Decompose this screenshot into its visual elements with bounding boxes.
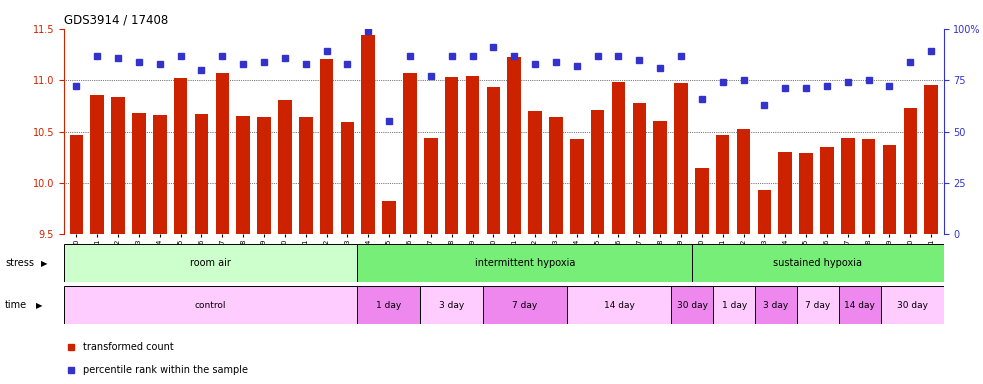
Text: ▶: ▶ — [36, 301, 43, 310]
Text: transformed count: transformed count — [84, 342, 174, 352]
Bar — [420, 286, 483, 324]
Bar — [758, 190, 771, 234]
Bar — [591, 110, 605, 234]
Text: 30 day: 30 day — [677, 301, 708, 310]
Text: time: time — [5, 300, 28, 310]
Bar — [838, 286, 881, 324]
Bar — [319, 59, 333, 234]
Bar — [362, 35, 376, 234]
Bar — [445, 77, 458, 234]
Bar — [671, 286, 714, 324]
Bar — [755, 286, 797, 324]
Text: control: control — [195, 301, 226, 310]
Bar — [357, 286, 420, 324]
Bar — [215, 73, 229, 234]
Bar — [737, 129, 750, 234]
Bar — [528, 111, 542, 234]
Bar — [654, 121, 666, 234]
Bar — [70, 135, 84, 234]
Text: 14 day: 14 day — [844, 301, 875, 310]
Bar — [195, 114, 208, 234]
Bar — [862, 139, 876, 234]
Bar — [90, 94, 104, 234]
Bar — [299, 117, 313, 234]
Text: 3 day: 3 day — [438, 301, 464, 310]
Bar — [779, 152, 792, 234]
Bar — [466, 76, 480, 234]
Bar — [841, 138, 854, 234]
Bar — [424, 138, 437, 234]
Text: GDS3914 / 17408: GDS3914 / 17408 — [64, 13, 168, 26]
Text: 3 day: 3 day — [764, 301, 788, 310]
Text: 1 day: 1 day — [722, 301, 747, 310]
Bar — [797, 286, 838, 324]
Bar — [507, 56, 521, 234]
Bar — [566, 286, 671, 324]
Bar — [883, 145, 896, 234]
Bar — [632, 103, 646, 234]
Text: room air: room air — [190, 258, 231, 268]
Bar — [64, 244, 357, 282]
Bar — [382, 201, 396, 234]
Text: sustained hypoxia: sustained hypoxia — [774, 258, 862, 268]
Text: ▶: ▶ — [41, 258, 48, 268]
Bar — [695, 169, 709, 234]
Bar — [487, 87, 500, 234]
Text: 7 day: 7 day — [512, 301, 538, 310]
Bar — [692, 244, 944, 282]
Bar — [799, 153, 813, 234]
Bar — [611, 82, 625, 234]
Bar — [714, 286, 755, 324]
Bar — [820, 147, 834, 234]
Bar — [674, 83, 688, 234]
Text: 1 day: 1 day — [376, 301, 401, 310]
Bar — [64, 286, 357, 324]
Bar — [258, 117, 270, 234]
Bar — [357, 244, 692, 282]
Text: 30 day: 30 day — [896, 301, 928, 310]
Bar — [111, 97, 125, 234]
Text: intermittent hypoxia: intermittent hypoxia — [475, 258, 575, 268]
Bar — [132, 113, 145, 234]
Text: 14 day: 14 day — [604, 301, 634, 310]
Bar — [153, 115, 166, 234]
Bar — [403, 73, 417, 234]
Bar — [549, 117, 562, 234]
Text: stress: stress — [5, 258, 34, 268]
Bar — [483, 286, 566, 324]
Bar — [716, 135, 729, 234]
Text: percentile rank within the sample: percentile rank within the sample — [84, 365, 249, 375]
Text: 7 day: 7 day — [805, 301, 831, 310]
Bar — [924, 85, 938, 234]
Bar — [903, 108, 917, 234]
Bar — [237, 116, 250, 234]
Bar — [570, 139, 584, 234]
Bar — [341, 122, 354, 234]
Bar — [174, 78, 188, 234]
Bar — [278, 100, 292, 234]
Bar — [881, 286, 944, 324]
